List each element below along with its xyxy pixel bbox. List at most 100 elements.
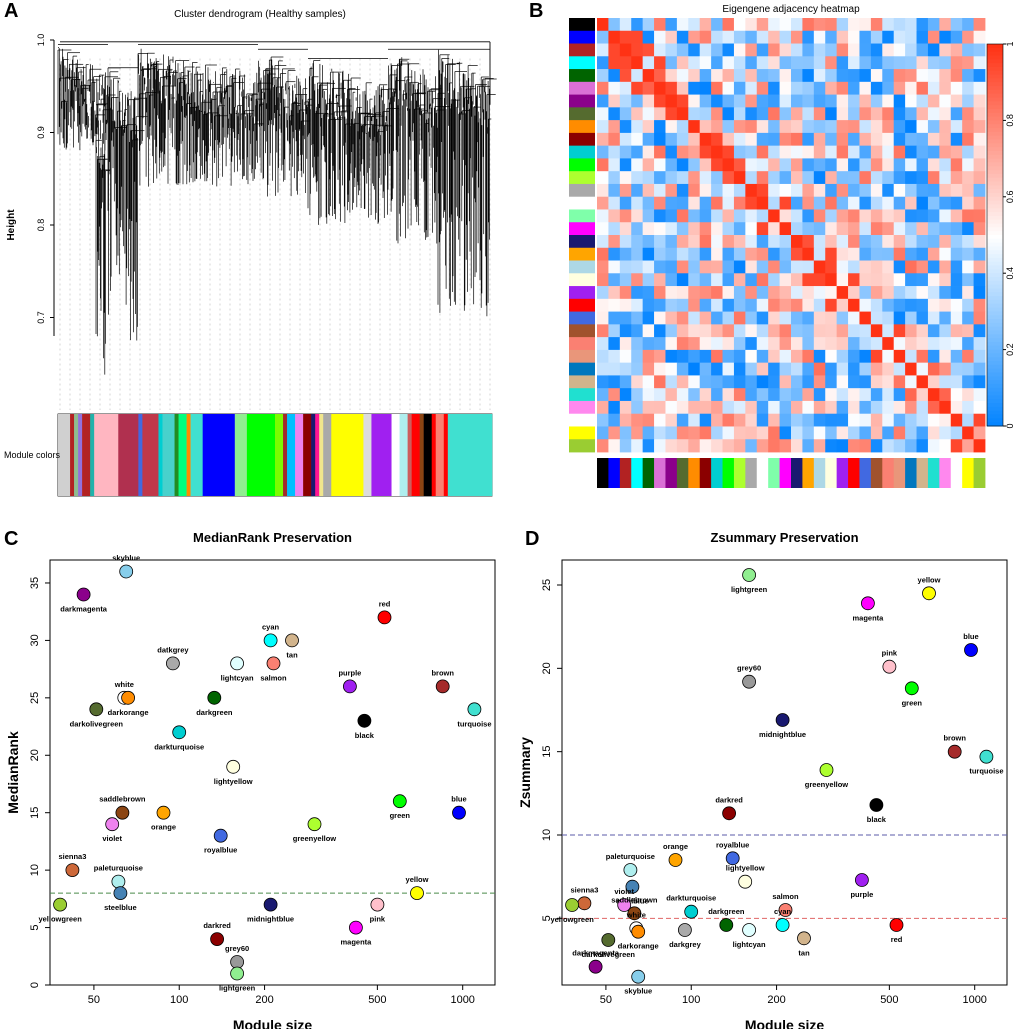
heatmap-cell (893, 18, 906, 32)
zsummary-point-orange (668, 853, 683, 867)
heatmap-cell (779, 120, 792, 134)
heatmap-cell (927, 298, 940, 312)
heatmap-cell (665, 81, 678, 95)
heatmap-cell (916, 426, 929, 440)
heatmap-cell (597, 81, 609, 95)
medianrank-point-lightyellow (226, 759, 241, 774)
colorbar-segment (987, 376, 1003, 381)
heatmap-cell (733, 260, 746, 274)
heatmap-cell (756, 120, 769, 134)
dendrogram-y-tick-label: 0.7 (36, 311, 46, 324)
heatmap-row-module-color (569, 196, 595, 210)
heatmap-cell (654, 56, 666, 70)
zsummary-point-grey60 (742, 674, 757, 689)
heatmap-cell (699, 209, 712, 223)
heatmap-cell (848, 439, 860, 453)
heatmap-cell (962, 375, 974, 389)
heatmap-cell (916, 273, 929, 287)
heatmap-cell (676, 81, 689, 95)
heatmap-cell (848, 18, 860, 32)
heatmap-cell (859, 400, 872, 415)
heatmap-cell (973, 196, 986, 210)
heatmap-cell (905, 349, 917, 364)
zsummary-point-darkgreen (719, 918, 734, 932)
colorbar-segment (987, 181, 1003, 186)
zsummary-point-label: pink (882, 649, 898, 658)
heatmap-cell (733, 81, 746, 95)
zsummary-point-darkturquoise (684, 904, 699, 919)
heatmap-cell (836, 107, 849, 121)
heatmap-cell (962, 247, 974, 261)
heatmap-cell (939, 375, 952, 389)
heatmap-cell (597, 171, 609, 185)
medianrank-point-label: darkgreen (196, 708, 233, 717)
heatmap-cell (950, 43, 963, 57)
module-color-band (443, 414, 449, 496)
heatmap-cell (905, 18, 917, 32)
heatmap-cell (962, 311, 974, 325)
heatmap-cell (939, 158, 952, 172)
heatmap-cell (654, 81, 666, 95)
heatmap-cell (813, 426, 826, 440)
heatmap-cell (950, 247, 963, 261)
zsummary-point-yellow (922, 586, 936, 601)
heatmap-cell (962, 426, 974, 440)
heatmap-col-module-color (802, 458, 815, 488)
zsummary-point-label: midnightblue (759, 730, 806, 739)
heatmap-row-module-color (569, 183, 595, 198)
heatmap-cell (631, 426, 644, 440)
heatmap-cell (905, 413, 917, 427)
heatmap-cell (745, 400, 758, 415)
heatmap-cell (608, 56, 621, 70)
heatmap-cell (768, 120, 780, 134)
heatmap-cell (665, 222, 678, 236)
heatmap-cell (882, 324, 895, 338)
heatmap-cell (722, 81, 735, 95)
heatmap-row-module-color (569, 286, 595, 300)
heatmap-cell (848, 43, 860, 57)
heatmap-cell (676, 311, 689, 325)
zsummary-point-label: darkred (715, 795, 743, 804)
heatmap-col-module-color (882, 458, 895, 488)
heatmap-cell (608, 171, 621, 185)
heatmap-cell (802, 400, 815, 415)
dendrogram-tree (57, 41, 497, 410)
heatmap-cell (722, 349, 735, 364)
module-color-band (186, 414, 191, 496)
colorbar-segment (987, 334, 1003, 339)
colorbar-segment (987, 261, 1003, 267)
heatmap-cell (962, 235, 974, 249)
heatmap-cell (722, 413, 735, 427)
heatmap-cell (722, 400, 735, 415)
heatmap-cell (962, 209, 974, 223)
heatmap-cell (665, 362, 678, 376)
zsummary-point-label: purple (850, 890, 873, 899)
heatmap-cell (631, 260, 644, 274)
zsummary-point-label: cyan (774, 907, 792, 916)
heatmap-cell (950, 132, 963, 147)
heatmap-cell (745, 145, 758, 159)
heatmap-cell (711, 426, 723, 440)
heatmap-cell (882, 43, 895, 57)
heatmap-cell (962, 298, 974, 312)
heatmap-cell (813, 260, 826, 274)
heatmap-cell (676, 413, 689, 427)
heatmap-cell (825, 286, 838, 300)
heatmap-col-module-color (962, 458, 974, 488)
heatmap-row-module-color (569, 273, 595, 287)
heatmap-cell (619, 349, 632, 364)
heatmap-cell (631, 56, 644, 70)
heatmap-cell (848, 298, 860, 312)
zsummary-point-label: darkmagenta (572, 949, 620, 958)
heatmap-cell (745, 337, 758, 351)
heatmap-cell (973, 94, 986, 108)
heatmap-cell (893, 311, 906, 325)
heatmap-cell (939, 235, 952, 249)
heatmap-cell (745, 235, 758, 249)
heatmap-cell (813, 171, 826, 185)
heatmap-cell (973, 273, 986, 287)
heatmap-cell (791, 298, 803, 312)
heatmap-cell (733, 362, 746, 376)
heatmap-cell (848, 260, 860, 274)
heatmap-cell (745, 413, 758, 427)
